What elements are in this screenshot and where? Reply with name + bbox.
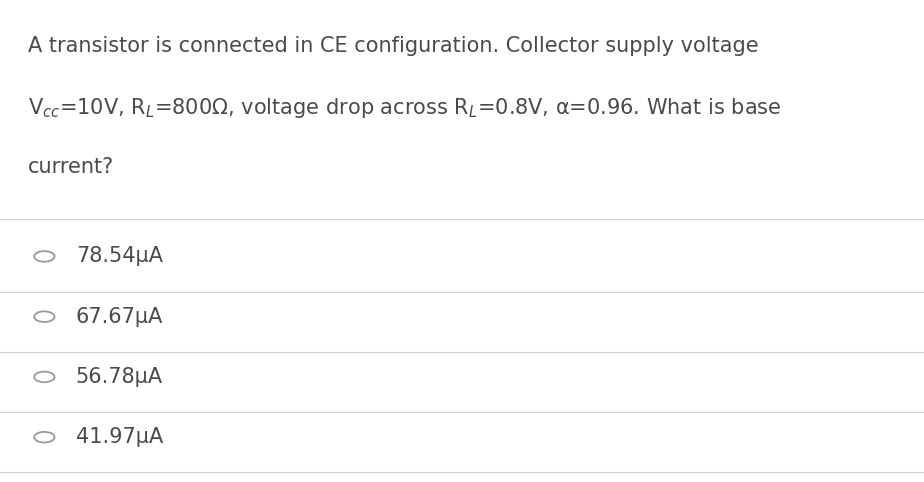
Text: 67.67μA: 67.67μA [76,307,164,327]
Text: A transistor is connected in CE configuration. Collector supply voltage: A transistor is connected in CE configur… [28,36,759,56]
Text: V$_{cc}$=10V, R$_L$=800Ω, voltage drop across R$_L$=0.8V, α=0.96. What is base: V$_{cc}$=10V, R$_L$=800Ω, voltage drop a… [28,96,782,120]
Text: 78.54μA: 78.54μA [76,246,163,267]
Text: 56.78μA: 56.78μA [76,367,163,387]
Text: current?: current? [28,157,114,176]
Text: 41.97μA: 41.97μA [76,427,163,447]
